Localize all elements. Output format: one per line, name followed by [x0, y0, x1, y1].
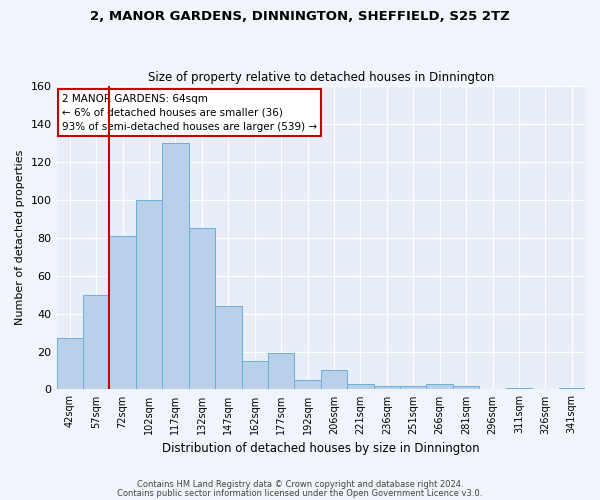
Bar: [506, 388, 532, 390]
Bar: [215, 306, 242, 390]
Bar: [56, 338, 83, 390]
Bar: [162, 143, 188, 390]
Bar: [188, 228, 215, 390]
Bar: [453, 386, 479, 390]
Y-axis label: Number of detached properties: Number of detached properties: [15, 150, 25, 326]
Bar: [83, 294, 109, 390]
Title: Size of property relative to detached houses in Dinnington: Size of property relative to detached ho…: [148, 70, 494, 84]
Bar: [559, 388, 585, 390]
Bar: [400, 386, 427, 390]
Bar: [295, 380, 321, 390]
Bar: [242, 361, 268, 390]
Bar: [427, 384, 453, 390]
Bar: [347, 384, 374, 390]
Text: 2, MANOR GARDENS, DINNINGTON, SHEFFIELD, S25 2TZ: 2, MANOR GARDENS, DINNINGTON, SHEFFIELD,…: [90, 10, 510, 23]
Text: 2 MANOR GARDENS: 64sqm
← 6% of detached houses are smaller (36)
93% of semi-deta: 2 MANOR GARDENS: 64sqm ← 6% of detached …: [62, 94, 317, 132]
Bar: [374, 386, 400, 390]
X-axis label: Distribution of detached houses by size in Dinnington: Distribution of detached houses by size …: [162, 442, 479, 455]
Bar: [321, 370, 347, 390]
Bar: [268, 354, 295, 390]
Text: Contains HM Land Registry data © Crown copyright and database right 2024.: Contains HM Land Registry data © Crown c…: [137, 480, 463, 489]
Bar: [136, 200, 162, 390]
Text: Contains public sector information licensed under the Open Government Licence v3: Contains public sector information licen…: [118, 488, 482, 498]
Bar: [109, 236, 136, 390]
